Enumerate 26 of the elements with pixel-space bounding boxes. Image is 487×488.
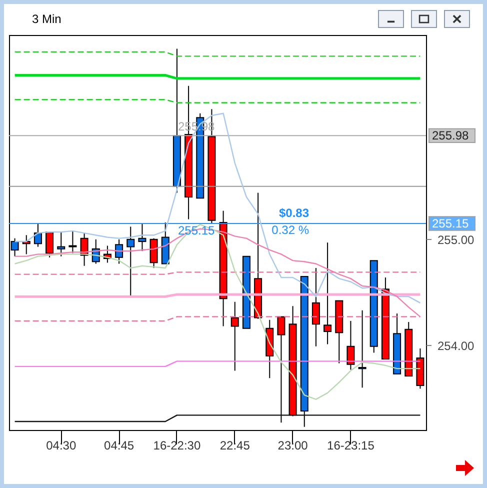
annotation: $0.83 — [278, 206, 310, 220]
candlestick — [230, 301, 239, 372]
x-tick-label: 16-23:15 — [327, 438, 375, 452]
candlestick — [138, 223, 146, 252]
candlestick — [324, 242, 332, 345]
candlestick — [68, 230, 77, 254]
candlestick — [126, 226, 135, 296]
candlestick — [312, 267, 320, 347]
text: 255.15 — [432, 216, 469, 230]
annotation: 0.32 % — [272, 223, 310, 237]
candlestick — [277, 316, 286, 424]
y-tick-label: 254.00 — [438, 338, 475, 353]
x-tick-label: 16-22:30 — [153, 438, 201, 452]
x-tick-label: 04:30 — [46, 438, 76, 452]
chart-title: 3 Min — [32, 12, 62, 26]
candlestick — [57, 231, 66, 257]
x-tick-label: 04:45 — [104, 438, 134, 452]
candlestick — [358, 310, 366, 388]
candlestick — [150, 238, 158, 268]
y-tick-label: 255.00 — [438, 232, 475, 247]
candlestick — [34, 223, 42, 248]
x-tick-label: 23:00 — [278, 438, 308, 452]
candlestick — [346, 320, 355, 370]
text: 255.98 — [432, 128, 469, 143]
candlestick — [115, 238, 124, 264]
x-tick-label: 22:45 — [220, 438, 250, 452]
